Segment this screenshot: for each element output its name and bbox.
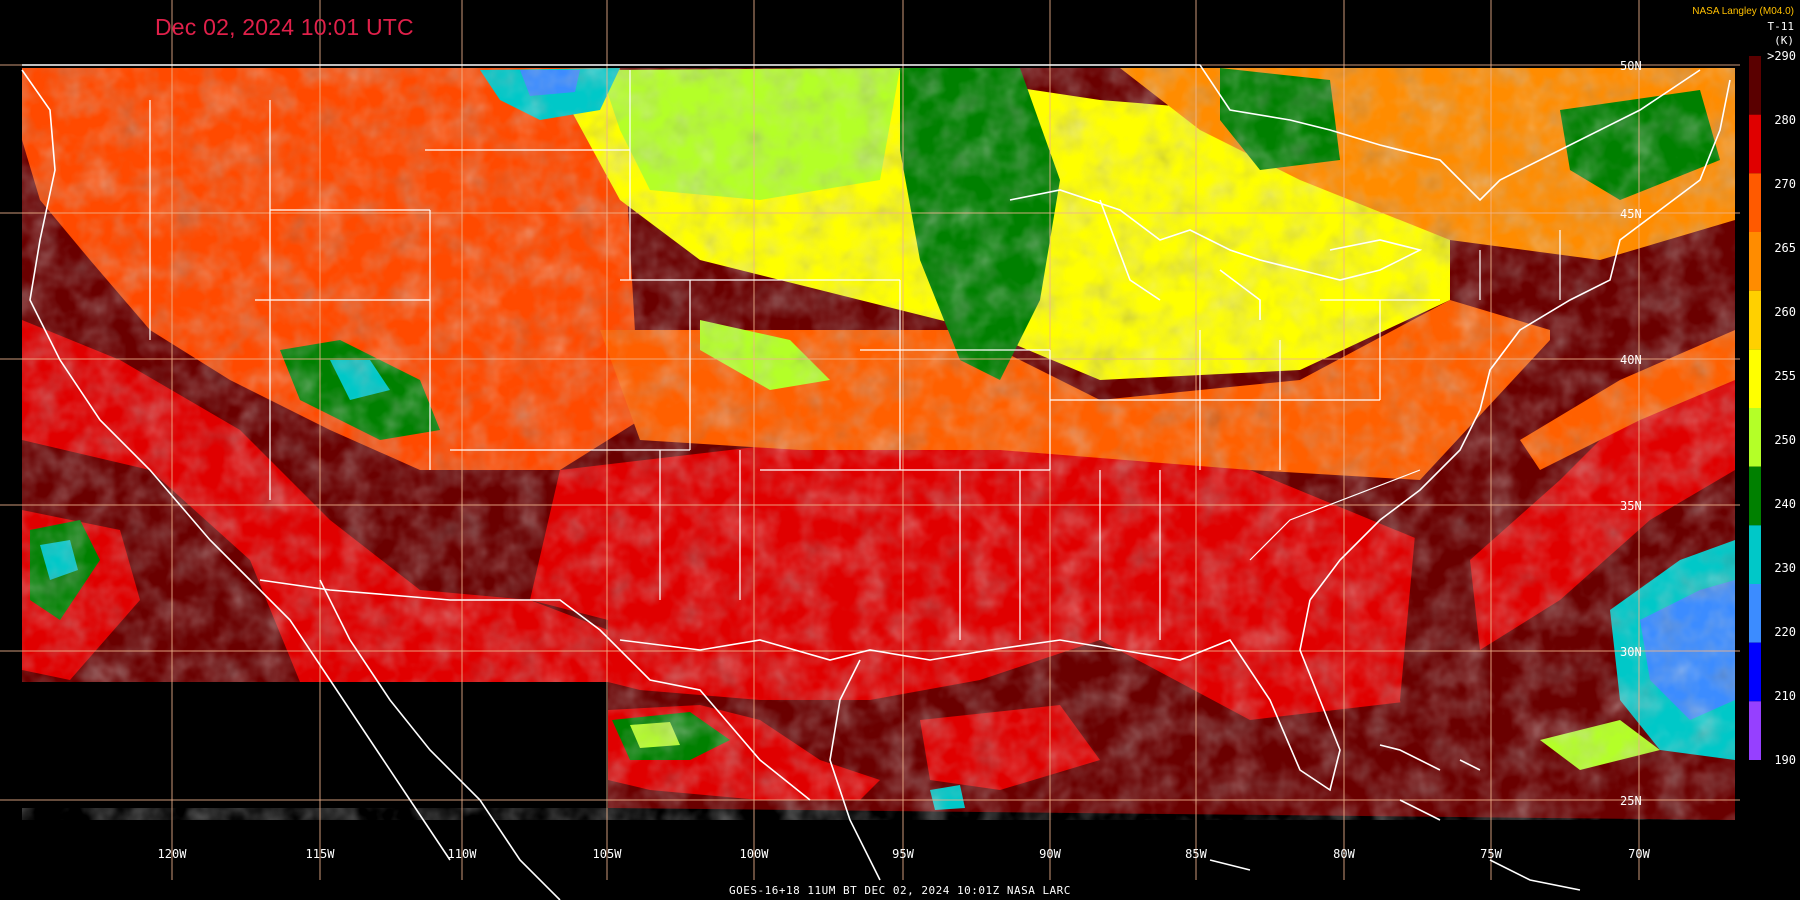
colorbar-swatch [1749,466,1761,526]
lon-label: 120W [158,847,188,861]
lon-label: 90W [1039,847,1061,861]
colorbar-swatch [1749,173,1761,232]
state-borders [149,70,1561,640]
lon-label: 110W [448,847,478,861]
lon-label: 75W [1480,847,1502,861]
colorbar-tick-label: 280 [1774,113,1796,127]
coastline-west [21,69,451,861]
colorbar-labels: >290 280 270 265 260 255 250 240 230 220 210 190 [1767,49,1796,767]
lat-label: 50N [1620,59,1642,73]
colorbar-swatch [1749,701,1761,760]
lon-label: 115W [306,847,336,861]
colorbar-swatch [1749,349,1761,408]
colorbar-tick-label: 220 [1774,625,1796,639]
colorbar-swatch [1749,642,1761,702]
footer-caption: GOES-16+18 11UM BT DEC 02, 2024 10:01Z N… [729,884,1071,897]
colorbar-swatch [1749,232,1761,291]
colorbar-swatches [1749,56,1761,760]
colorbar-tick-label: 265 [1774,241,1796,255]
timestamp-title: Dec 02, 2024 10:01 UTC [155,14,414,40]
colorbar-tick-label: 270 [1774,177,1796,191]
great-lakes [1009,189,1423,320]
coastline-baja-gulf [319,579,561,900]
colorbar-title: T-11 [1767,20,1795,33]
colorbar-swatch [1749,56,1761,115]
border-canada [22,64,1701,202]
colorbar-unit: (K) [1774,34,1794,47]
lon-label: 70W [1628,847,1650,861]
colorbar-tick-label: 190 [1774,753,1796,767]
lat-label: 40N [1620,353,1642,367]
colorbar-swatch [1749,584,1761,643]
colorbar-tick-label: 260 [1774,305,1796,319]
lon-label: 80W [1333,847,1355,861]
lon-label: 100W [740,847,770,861]
colorbar: >290 280 270 265 260 255 250 240 230 220 210 190 [1740,46,1800,784]
colorbar-tick-label: >290 [1767,49,1796,63]
colorbar-tick-label: 230 [1774,561,1796,575]
caribbean-islands [1209,744,1581,891]
lat-label: 35N [1620,499,1642,513]
credit-label: NASA Langley (M04.0) [1692,6,1794,17]
lon-label: 105W [593,847,623,861]
colorbar-tick-label: 240 [1774,497,1796,511]
colorbar-swatch [1749,114,1761,174]
imagery-layer [22,68,1735,820]
colorbar-swatch [1749,525,1761,584]
lon-label: 85W [1185,847,1207,861]
map-boundaries [21,64,1731,900]
coastline-mexico-east [829,659,881,881]
colorbar-swatch [1749,290,1761,350]
latitude-labels: 50N 45N 40N 35N 30N 25N [1620,59,1642,808]
colorbar-swatch [1749,408,1761,467]
longitude-labels: 120W 115W 110W 105W 100W 95W 90W 85W 80W… [158,847,1651,861]
colorbar-tick-label: 255 [1774,369,1796,383]
lat-label: 45N [1620,207,1642,221]
lat-label: 30N [1620,645,1642,659]
lat-label: 25N [1620,794,1642,808]
lon-label: 95W [892,847,914,861]
colorbar-tick-label: 210 [1774,689,1796,703]
coastline-atlantic [1309,79,1731,601]
border-mexico [259,579,811,801]
coastline-mexico-gulf [619,599,1341,792]
colorbar-tick-label: 250 [1774,433,1796,447]
